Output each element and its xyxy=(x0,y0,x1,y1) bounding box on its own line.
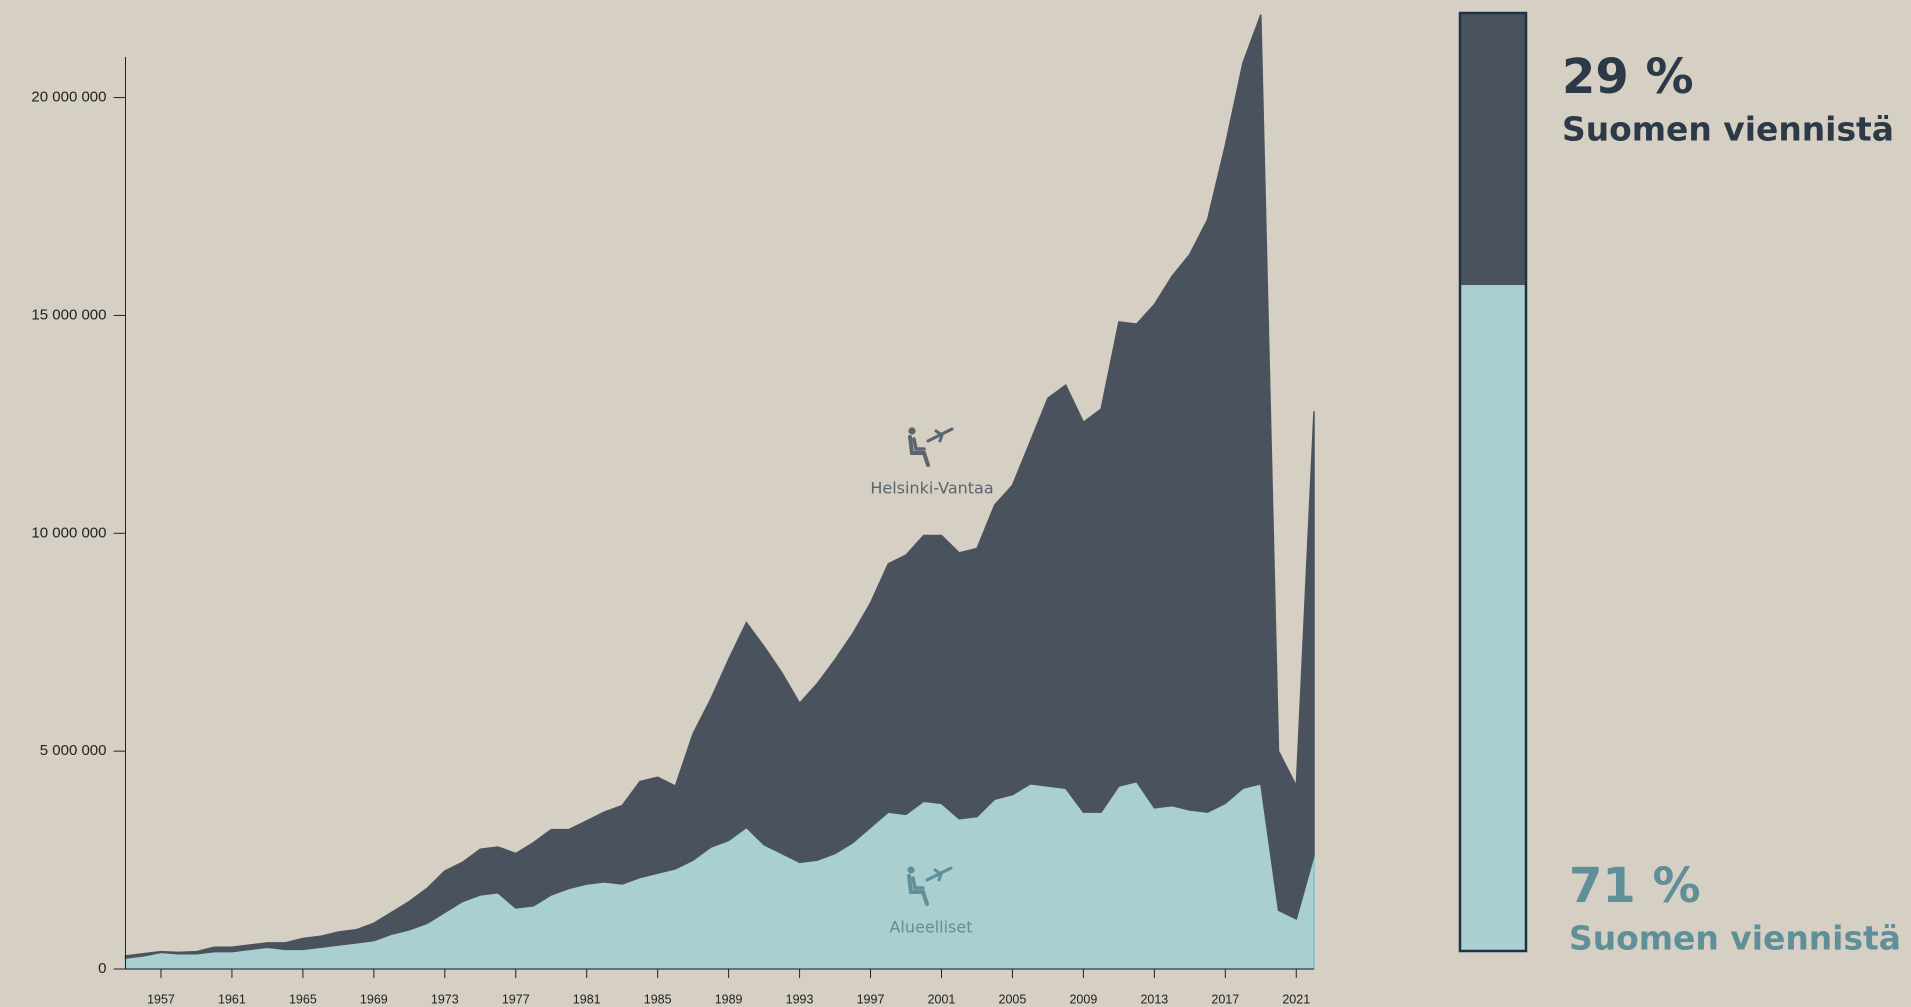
x-tick-label: 2013 xyxy=(1140,992,1168,1006)
icon-seat xyxy=(908,435,930,467)
x-tick-label: 1989 xyxy=(715,992,743,1006)
y-tick-label: 10 000 000 xyxy=(31,524,106,541)
x-tick-label: 1965 xyxy=(289,992,317,1006)
y-tick-label: 15 000 000 xyxy=(31,306,106,323)
x-tick-label: 1973 xyxy=(431,992,459,1006)
share-bar xyxy=(1460,13,1526,286)
x-tick-label: 2021 xyxy=(1282,992,1310,1006)
share-label: Suomen viennistä xyxy=(1562,110,1894,149)
share-value-label: 71 % xyxy=(1569,858,1701,914)
share-label: Suomen viennistä xyxy=(1569,919,1901,958)
y-tick-label: 20 000 000 xyxy=(31,89,106,106)
x-tick-label: 1993 xyxy=(786,992,814,1006)
x-tick-label: 2017 xyxy=(1211,992,1239,1006)
series-label: Alueelliset xyxy=(889,918,972,937)
share-bar xyxy=(1460,285,1526,951)
icon-plane xyxy=(925,866,953,882)
icon-head xyxy=(907,866,915,874)
icon-body xyxy=(911,876,925,890)
x-tick-label: 1981 xyxy=(573,992,601,1006)
share-bar-outline xyxy=(1458,11,1528,953)
area xyxy=(124,14,1315,959)
x-tick-label: 1961 xyxy=(218,992,246,1006)
icon-body xyxy=(912,437,926,451)
x-tick-label: 1997 xyxy=(857,992,885,1006)
y-tick-label: 5 000 000 xyxy=(40,742,107,759)
x-tick-label: 1969 xyxy=(360,992,388,1006)
series-icon xyxy=(908,427,954,467)
x-tick-label: 1957 xyxy=(147,992,175,1006)
series-label: Helsinki-Vantaa xyxy=(870,479,993,498)
x-tick-label: 1985 xyxy=(644,992,672,1006)
series-icon xyxy=(907,866,953,906)
y-tick-label: 0 xyxy=(98,960,106,977)
icon-seat xyxy=(907,874,929,906)
icon-head xyxy=(908,427,916,435)
x-tick-label: 1977 xyxy=(502,992,530,1006)
share-value-label: 29 % xyxy=(1562,49,1694,105)
x-tick-label: 2009 xyxy=(1069,992,1097,1006)
icon-plane xyxy=(926,427,954,443)
x-tick-label: 2001 xyxy=(928,992,956,1006)
x-tick-label: 2005 xyxy=(999,992,1027,1006)
